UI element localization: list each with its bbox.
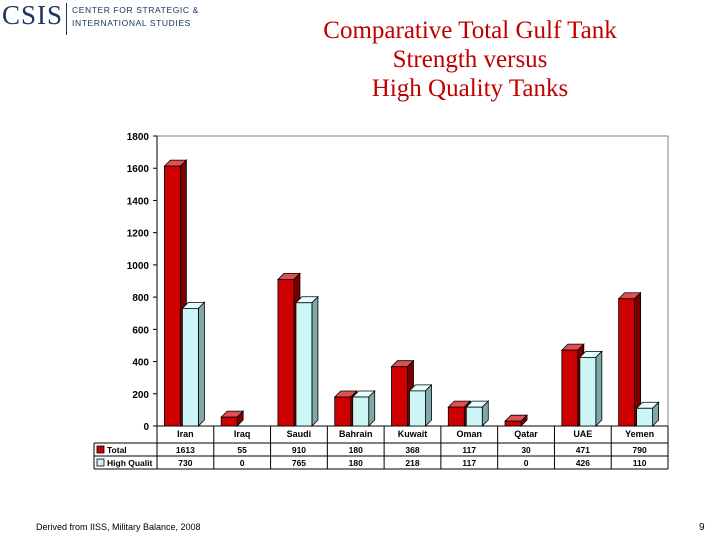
category-label: Saudi [287, 429, 312, 439]
page-number: 9 [699, 522, 705, 533]
bar-side [368, 390, 376, 427]
category-label: Iraq [234, 429, 251, 439]
data-value: 55 [237, 445, 247, 455]
bar-total [561, 349, 579, 427]
legend-label: High Qualit [107, 458, 153, 468]
y-tick-label: 1800 [127, 132, 150, 143]
bar-total [618, 298, 636, 427]
bar-high-qualit [181, 307, 199, 427]
category-label: UAE [573, 429, 592, 439]
bar-total [447, 406, 465, 427]
bar-total [334, 396, 352, 427]
data-value: 368 [405, 445, 419, 455]
y-tick-label: 1200 [127, 229, 150, 240]
data-value: 0 [524, 458, 529, 468]
bar-total [504, 420, 522, 427]
data-value: 180 [349, 445, 363, 455]
y-tick-label: 200 [132, 390, 149, 401]
data-value: 471 [576, 445, 590, 455]
bar-side [197, 301, 205, 427]
y-tick-label: 1400 [127, 196, 150, 207]
y-tick-label: 400 [132, 358, 149, 369]
data-value: 426 [576, 458, 590, 468]
bar-side [595, 350, 603, 427]
y-tick-label: 1000 [127, 261, 150, 272]
data-value: 0 [240, 458, 245, 468]
data-value: 910 [292, 445, 306, 455]
bar-side [311, 295, 319, 427]
data-value: 765 [292, 458, 306, 468]
data-value: 218 [405, 458, 419, 468]
bar-total [277, 278, 295, 427]
data-value: 730 [178, 458, 192, 468]
category-label: Iran [177, 429, 194, 439]
slide-title: Comparative Total Gulf Tank Strength ver… [323, 17, 617, 102]
logo-line-2: INTERNATIONAL STUDIES [72, 18, 191, 28]
bar-high-qualit [295, 302, 313, 427]
legend-key [96, 445, 105, 454]
bar-high-qualit [579, 356, 597, 427]
bar-high-qualit [636, 407, 654, 427]
y-tick-label: 800 [132, 293, 149, 304]
y-tick-label: 600 [132, 325, 149, 336]
data-value: 790 [633, 445, 647, 455]
bar-total [391, 366, 408, 427]
bar-side [425, 383, 432, 427]
data-value: 110 [633, 458, 647, 468]
bar-high-qualit [465, 406, 483, 427]
data-value: 1613 [176, 445, 195, 455]
logo-divider [66, 3, 67, 35]
logo-mark: CSIS [2, 0, 64, 30]
category-label: Bahrain [339, 429, 373, 439]
bar-high-qualit [352, 396, 370, 427]
category-label: Qatar [514, 429, 538, 439]
csis-logo: CSIS CENTER FOR STRATEGIC & INTERNATIONA… [0, 0, 200, 36]
data-value: 30 [521, 445, 531, 455]
y-tick-label: 1600 [127, 164, 150, 175]
logo-line-1: CENTER FOR STRATEGIC & [72, 5, 199, 15]
y-tick-label: 0 [143, 422, 149, 433]
data-value: 117 [462, 458, 476, 468]
category-label: Oman [457, 429, 483, 439]
bar-total [163, 165, 181, 427]
legend-label: Total [107, 445, 127, 455]
bar-high-qualit [409, 390, 426, 427]
data-value: 117 [462, 445, 476, 455]
legend-key [96, 458, 105, 467]
source-note: Derived from IISS, Military Balance, 200… [36, 522, 201, 532]
data-value: 180 [349, 458, 363, 468]
category-label: Kuwait [398, 429, 428, 439]
bar-total [220, 416, 238, 427]
category-label: Yemen [625, 429, 654, 439]
